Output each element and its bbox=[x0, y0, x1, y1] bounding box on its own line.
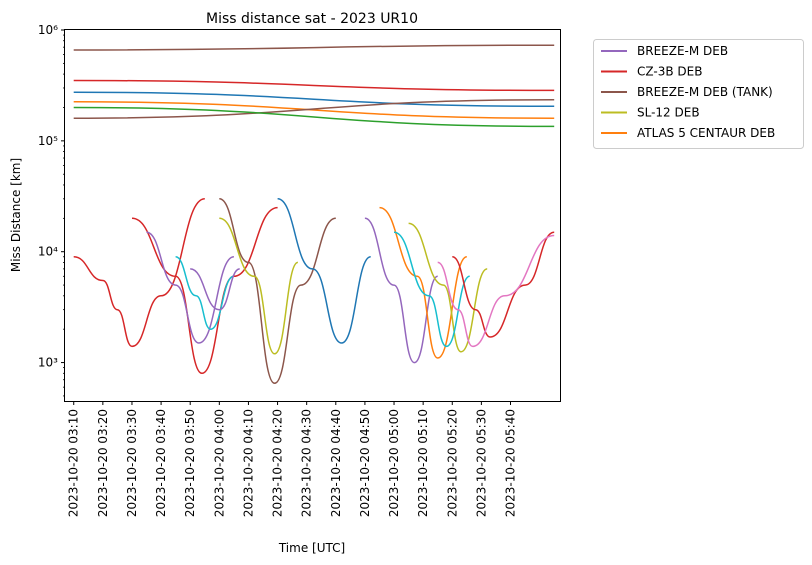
series-line-4 bbox=[73, 98, 555, 119]
plot-frame bbox=[64, 29, 561, 402]
series-line-17 bbox=[146, 231, 235, 344]
series-line-19 bbox=[190, 268, 241, 311]
y-tick-label: 10⁵ bbox=[38, 134, 58, 148]
series-line-9 bbox=[219, 217, 299, 355]
x-tick-label: 2023-10-20 04:50 bbox=[358, 409, 372, 517]
series-line-10 bbox=[277, 198, 372, 344]
legend-label: BREEZE-M DEB (TANK) bbox=[637, 85, 773, 99]
series-line-11 bbox=[364, 217, 439, 364]
x-tick-label: 2023-10-20 04:00 bbox=[212, 409, 226, 517]
x-axis-label: Time [UTC] bbox=[278, 541, 345, 555]
y-axis: 10³ 10⁴ 10⁵ 10⁶ bbox=[38, 23, 65, 397]
series-line-13 bbox=[408, 222, 488, 353]
x-tick-label: 2023-10-20 03:20 bbox=[96, 409, 110, 517]
series-line-2 bbox=[73, 91, 555, 108]
x-tick-label: 2023-10-20 05:00 bbox=[387, 409, 401, 517]
series-line-16 bbox=[437, 234, 555, 348]
x-tick-label: 2023-10-20 03:10 bbox=[67, 409, 81, 517]
legend-label: SL-12 DEB bbox=[637, 106, 700, 120]
x-tick-label: 2023-10-20 04:30 bbox=[300, 409, 314, 517]
y-axis-label: Miss Distance [km] bbox=[9, 158, 23, 272]
x-tick-label: 2023-10-20 04:20 bbox=[271, 409, 285, 517]
x-tick-label: 2023-10-20 04:10 bbox=[241, 409, 255, 517]
y-tick-label: 10⁴ bbox=[38, 245, 58, 259]
series-line-7 bbox=[131, 206, 278, 375]
legend-frame bbox=[593, 39, 804, 149]
series-line-6 bbox=[73, 198, 206, 348]
series-line-8 bbox=[219, 198, 337, 385]
y-tick-label: 10⁶ bbox=[38, 23, 58, 37]
series-line-18 bbox=[175, 256, 235, 330]
series-line-3 bbox=[73, 101, 555, 119]
x-tick-label: 2023-10-20 03:30 bbox=[125, 409, 139, 517]
y-tick-label: 10³ bbox=[38, 356, 58, 370]
legend-label: CZ-3B DEB bbox=[637, 65, 702, 79]
series-line-15 bbox=[451, 231, 555, 338]
legend: BREEZE-M DEB CZ-3B DEB BREEZE-M DEB (TANK)… bbox=[593, 39, 804, 149]
x-tick-label: 2023-10-20 05:10 bbox=[416, 409, 430, 517]
series-line-1 bbox=[73, 79, 555, 92]
x-tick-label: 2023-10-20 05:40 bbox=[504, 409, 518, 517]
plot-lines bbox=[73, 44, 555, 385]
legend-label: BREEZE-M DEB bbox=[637, 44, 728, 58]
x-tick-label: 2023-10-20 05:30 bbox=[474, 409, 488, 517]
chart-title: Miss distance sat - 2023 UR10 bbox=[206, 11, 418, 27]
x-tick-label: 2023-10-20 03:50 bbox=[183, 409, 197, 517]
series-line-5 bbox=[73, 106, 555, 128]
x-axis: 2023-10-20 03:10 2023-10-20 03:20 2023-10-… bbox=[67, 401, 518, 517]
x-tick-label: 2023-10-20 04:40 bbox=[329, 409, 343, 517]
series-line-0 bbox=[73, 44, 555, 51]
x-tick-label: 2023-10-20 05:20 bbox=[445, 409, 459, 517]
legend-label: ATLAS 5 CENTAUR DEB bbox=[637, 126, 775, 140]
x-tick-label: 2023-10-20 03:40 bbox=[154, 409, 168, 517]
